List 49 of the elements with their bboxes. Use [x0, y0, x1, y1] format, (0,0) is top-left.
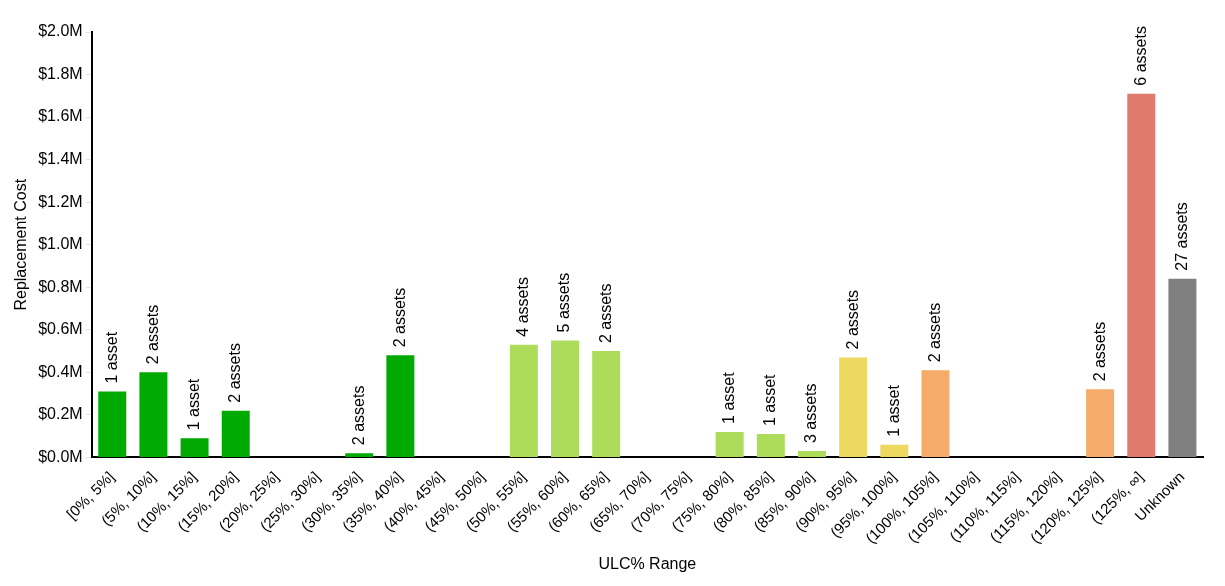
- y-tick-label: $1.0M: [38, 235, 83, 253]
- annotation: 2 assets: [390, 287, 408, 348]
- annotation: 2 assets: [925, 302, 943, 363]
- annotation: 1 asset: [761, 373, 779, 427]
- y-tick-label: $1.4M: [38, 150, 83, 168]
- bar: [756, 434, 785, 457]
- annotation: 1 asset: [184, 378, 202, 431]
- y-tick-label: $2.0M: [38, 22, 83, 40]
- y-tick-label: $0.8M: [38, 277, 83, 295]
- bar: [180, 438, 209, 457]
- y-tick-label: $0.4M: [38, 362, 83, 380]
- y-axis-title: Replacement Cost: [12, 178, 30, 311]
- bar: [1127, 93, 1156, 457]
- bar: [551, 340, 580, 457]
- bar: [98, 391, 127, 457]
- y-tick-label: $1.8M: [38, 64, 83, 82]
- bar: [221, 410, 250, 457]
- annotation: 2 assets: [349, 385, 367, 446]
- bar: [386, 355, 415, 457]
- y-tick-label: $1.6M: [38, 107, 83, 125]
- annotation: 6 assets: [1131, 26, 1149, 86]
- bar: [139, 372, 168, 457]
- x-axis-title: ULC% Range: [598, 554, 697, 572]
- bar: [880, 444, 909, 457]
- bar: [715, 431, 744, 457]
- annotation: 3 assets: [802, 383, 820, 444]
- annotation: 5 assets: [555, 272, 573, 333]
- bar: [797, 451, 826, 457]
- bar: [592, 351, 621, 457]
- bar: [1168, 278, 1197, 457]
- annotation: 2 assets: [843, 289, 861, 350]
- y-tick-label: $0.6M: [38, 320, 83, 338]
- annotation: 2 assets: [1090, 321, 1108, 382]
- annotation: 1 asset: [884, 384, 902, 437]
- y-tick-label: $0.0M: [38, 447, 83, 465]
- annotation: 1 asset: [102, 331, 120, 384]
- bar: [345, 453, 374, 457]
- bar: [509, 344, 538, 457]
- annotation: 1 asset: [720, 371, 738, 424]
- y-tick-label: $0.2M: [38, 405, 83, 423]
- annotation: 2 assets: [596, 283, 614, 344]
- y-tick-label: $1.2M: [38, 192, 83, 210]
- bar: [839, 357, 868, 457]
- annotation: 2 assets: [143, 304, 161, 365]
- annotation: 2 assets: [226, 343, 244, 403]
- annotation: 27 assets: [1172, 202, 1190, 271]
- annotation: 4 assets: [514, 277, 532, 337]
- bar: [1086, 389, 1115, 457]
- bar: [921, 370, 950, 457]
